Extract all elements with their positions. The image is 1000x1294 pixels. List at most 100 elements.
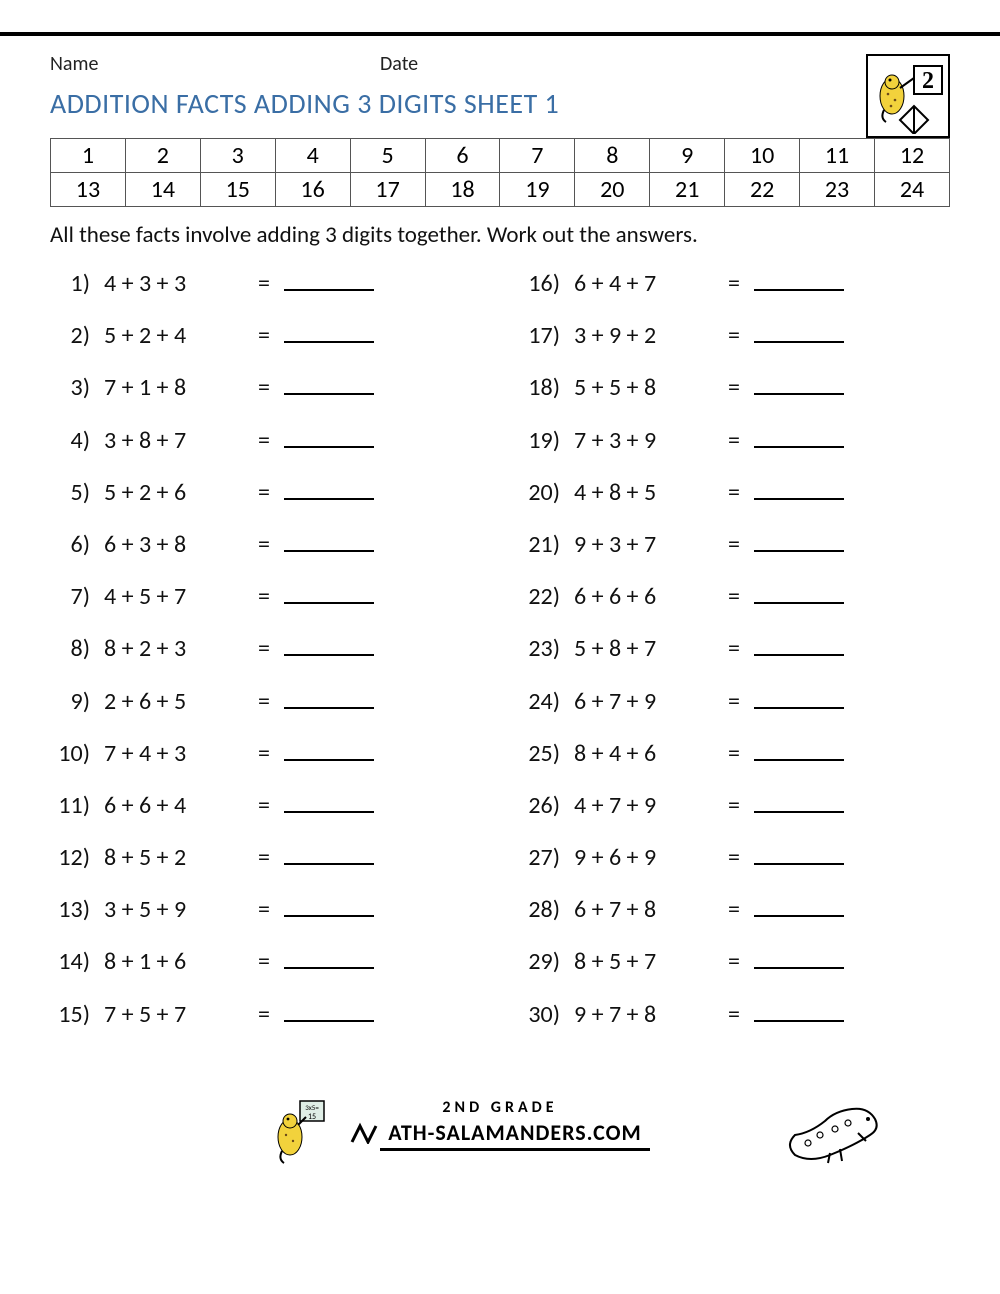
grid-cell: 6	[425, 139, 500, 173]
problem-row: 17)3 + 9 + 2=	[520, 319, 950, 351]
answer-blank[interactable]	[754, 424, 844, 448]
problem-expression: 7 + 4 + 3	[104, 738, 244, 769]
equals-sign: =	[244, 581, 284, 612]
answer-blank[interactable]	[284, 945, 374, 969]
answer-blank[interactable]	[284, 893, 374, 917]
grid-cell: 24	[874, 173, 949, 207]
worksheet-title: ADDITION FACTS ADDING 3 DIGITS SHEET 1	[50, 86, 846, 121]
problem-number: 29)	[520, 946, 574, 977]
grid-cell: 21	[650, 173, 725, 207]
problem-number: 4)	[50, 425, 104, 456]
answer-blank[interactable]	[754, 371, 844, 395]
equals-sign: =	[714, 738, 754, 769]
problem-expression: 6 + 6 + 6	[574, 581, 714, 612]
problem-number: 11)	[50, 790, 104, 821]
answer-blank[interactable]	[754, 841, 844, 865]
answer-blank[interactable]	[284, 580, 374, 604]
grid-cell: 4	[275, 139, 350, 173]
answer-blank[interactable]	[284, 528, 374, 552]
equals-sign: =	[714, 320, 754, 351]
footer-grade: 2ND GRADE	[350, 1098, 650, 1117]
equals-sign: =	[244, 790, 284, 821]
answer-blank[interactable]	[284, 789, 374, 813]
problem-number: 28)	[520, 894, 574, 925]
equals-sign: =	[244, 999, 284, 1030]
grid-cell: 20	[575, 173, 650, 207]
problem-number: 6)	[50, 529, 104, 560]
problem-number: 1)	[50, 268, 104, 299]
answer-blank[interactable]	[754, 528, 844, 552]
footer-site: ATH-SALAMANDERS.COM	[380, 1119, 650, 1151]
problem-row: 4)3 + 8 + 7=	[50, 424, 480, 456]
answer-blank[interactable]	[284, 685, 374, 709]
problem-number: 21)	[520, 529, 574, 560]
equals-sign: =	[244, 320, 284, 351]
salamander-right-icon	[780, 1085, 890, 1170]
problem-expression: 5 + 2 + 4	[104, 320, 244, 351]
grid-cell: 19	[500, 173, 575, 207]
problem-number: 5)	[50, 477, 104, 508]
answer-blank[interactable]	[284, 424, 374, 448]
grid-cell: 1	[51, 139, 126, 173]
problem-number: 26)	[520, 790, 574, 821]
svg-text:3x5=: 3x5=	[305, 1103, 319, 1112]
answer-blank[interactable]	[754, 737, 844, 761]
equals-sign: =	[244, 894, 284, 925]
problem-number: 22)	[520, 581, 574, 612]
grid-cell: 3	[200, 139, 275, 173]
equals-sign: =	[714, 946, 754, 977]
problem-number: 23)	[520, 633, 574, 664]
answer-blank[interactable]	[754, 893, 844, 917]
problem-row: 3)7 + 1 + 8=	[50, 371, 480, 403]
equals-sign: =	[714, 268, 754, 299]
answer-blank[interactable]	[754, 580, 844, 604]
answer-blank[interactable]	[284, 737, 374, 761]
answer-blank[interactable]	[754, 632, 844, 656]
answer-blank[interactable]	[284, 632, 374, 656]
problem-row: 1)4 + 3 + 3=	[50, 267, 480, 299]
equals-sign: =	[244, 477, 284, 508]
answer-blank[interactable]	[284, 998, 374, 1022]
problem-row: 18)5 + 5 + 8=	[520, 371, 950, 403]
answer-blank[interactable]	[284, 319, 374, 343]
answer-blank[interactable]	[754, 998, 844, 1022]
problem-expression: 6 + 7 + 8	[574, 894, 714, 925]
answer-blank[interactable]	[754, 267, 844, 291]
problem-expression: 7 + 3 + 9	[574, 425, 714, 456]
answer-blank[interactable]	[754, 319, 844, 343]
answer-blank[interactable]	[284, 476, 374, 500]
instruction-text: All these facts involve adding 3 digits …	[50, 221, 950, 249]
equals-sign: =	[244, 842, 284, 873]
problem-expression: 3 + 5 + 9	[104, 894, 244, 925]
problem-expression: 3 + 9 + 2	[574, 320, 714, 351]
svg-text:2: 2	[922, 68, 934, 94]
problem-row: 26)4 + 7 + 9=	[520, 789, 950, 821]
answer-blank[interactable]	[284, 267, 374, 291]
equals-sign: =	[244, 633, 284, 664]
answer-blank[interactable]	[284, 371, 374, 395]
footer-site-wrap: ATH-SALAMANDERS.COM	[350, 1119, 650, 1151]
problem-number: 8)	[50, 633, 104, 664]
answer-blank[interactable]	[754, 789, 844, 813]
grid-cell: 9	[650, 139, 725, 173]
answer-blank[interactable]	[754, 476, 844, 500]
problem-row: 16)6 + 4 + 7=	[520, 267, 950, 299]
equals-sign: =	[244, 425, 284, 456]
problem-number: 10)	[50, 738, 104, 769]
answer-blank[interactable]	[284, 841, 374, 865]
equals-sign: =	[244, 372, 284, 403]
grid-cell: 2	[125, 139, 200, 173]
answer-blank[interactable]	[754, 945, 844, 969]
problem-number: 3)	[50, 372, 104, 403]
grid-cell: 10	[725, 139, 800, 173]
problem-row: 6)6 + 3 + 8=	[50, 528, 480, 560]
problem-expression: 9 + 6 + 9	[574, 842, 714, 873]
problem-expression: 6 + 6 + 4	[104, 790, 244, 821]
name-label: Name	[50, 52, 380, 76]
problem-row: 23)5 + 8 + 7=	[520, 632, 950, 664]
answer-blank[interactable]	[754, 685, 844, 709]
equals-sign: =	[714, 372, 754, 403]
problem-row: 21)9 + 3 + 7=	[520, 528, 950, 560]
problem-number: 7)	[50, 581, 104, 612]
problem-number: 19)	[520, 425, 574, 456]
